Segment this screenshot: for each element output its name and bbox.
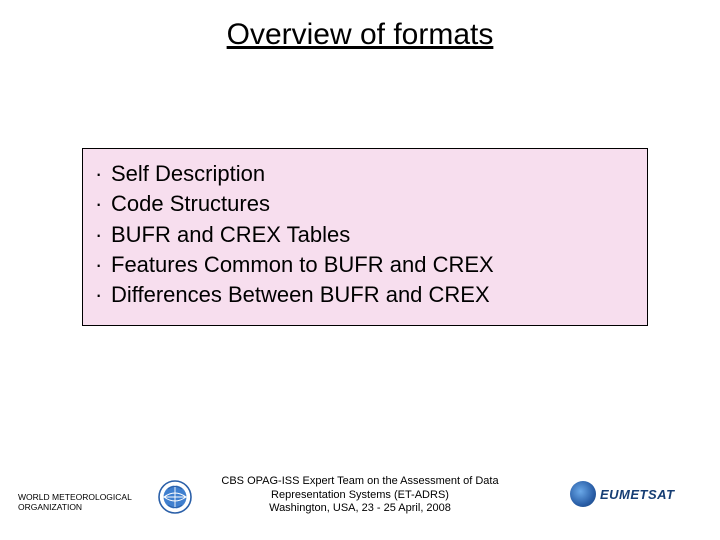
wmo-line2: ORGANIZATION — [18, 502, 132, 512]
slide-title: Overview of formats — [0, 18, 720, 52]
list-item: ·Code Structures — [95, 189, 635, 219]
list-item-text: Code Structures — [111, 191, 270, 216]
bullet-icon: · — [95, 280, 111, 310]
content-box: ·Self Description ·Code Structures ·BUFR… — [82, 148, 648, 326]
list-item-text: Self Description — [111, 161, 265, 186]
eumetsat-text: EUMETSAT — [600, 487, 675, 502]
list-item-text: Differences Between BUFR and CREX — [111, 282, 490, 307]
footer-line3: Washington, USA, 23 - 25 April, 2008 — [210, 502, 510, 516]
bullet-icon: · — [95, 220, 111, 250]
bullet-icon: · — [95, 159, 111, 189]
bullet-icon: · — [95, 189, 111, 219]
list-item: ·Differences Between BUFR and CREX — [95, 280, 635, 310]
footer-line2: Representation Systems (ET-ADRS) — [210, 489, 510, 503]
globe-icon — [570, 481, 596, 507]
list-item-text: BUFR and CREX Tables — [111, 222, 350, 247]
eumetsat-logo: EUMETSAT — [570, 480, 698, 508]
wmo-line1: WORLD METEOROLOGICAL — [18, 492, 132, 502]
wmo-logo-icon — [158, 480, 192, 514]
list-item-text: Features Common to BUFR and CREX — [111, 252, 494, 277]
list-item: ·BUFR and CREX Tables — [95, 220, 635, 250]
list-item: ·Self Description — [95, 159, 635, 189]
bullet-icon: · — [95, 250, 111, 280]
wmo-org-text: WORLD METEOROLOGICAL ORGANIZATION — [18, 492, 132, 512]
footer-line1: CBS OPAG-ISS Expert Team on the Assessme… — [210, 475, 510, 489]
list-item: ·Features Common to BUFR and CREX — [95, 250, 635, 280]
footer-center-text: CBS OPAG-ISS Expert Team on the Assessme… — [210, 475, 510, 516]
footer: WORLD METEOROLOGICAL ORGANIZATION CBS OP… — [0, 464, 720, 522]
slide: Overview of formats ·Self Description ·C… — [0, 0, 720, 540]
